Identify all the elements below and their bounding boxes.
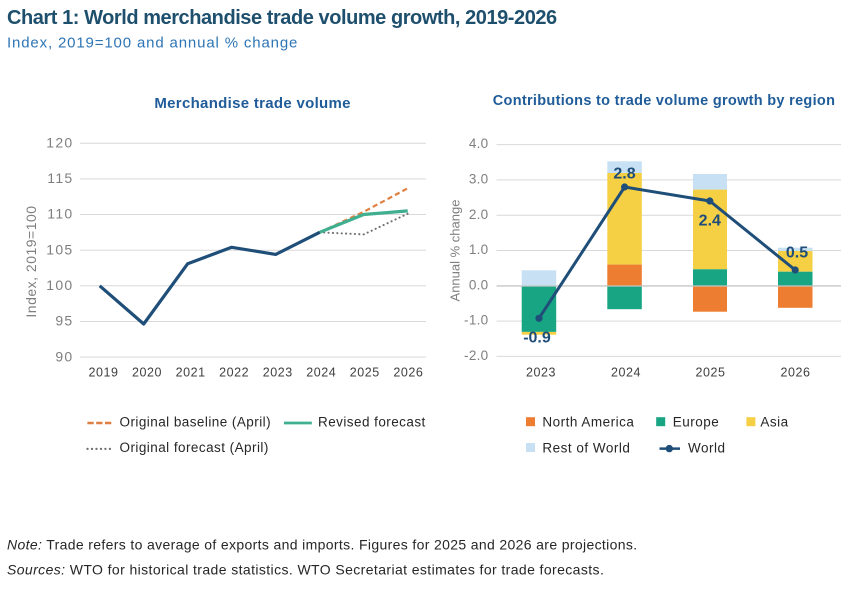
svg-text:100: 100 [46, 277, 73, 293]
svg-text:4.0: 4.0 [469, 136, 489, 151]
svg-text:2024: 2024 [611, 366, 641, 380]
svg-text:North America: North America [542, 414, 634, 429]
svg-text:2.8: 2.8 [613, 166, 635, 183]
svg-text:2021: 2021 [176, 366, 206, 380]
svg-text:0.0: 0.0 [469, 277, 489, 292]
svg-text:-2.0: -2.0 [464, 348, 488, 363]
svg-text:2025: 2025 [350, 366, 380, 380]
svg-text:90: 90 [55, 348, 73, 364]
svg-text:Sources: WTO for historical tr: Sources: WTO for historical trade statis… [7, 561, 604, 577]
svg-text:Chart 1: World merchandise tra: Chart 1: World merchandise trade volume … [7, 7, 557, 29]
svg-text:2026: 2026 [393, 366, 423, 380]
svg-text:World: World [688, 441, 726, 456]
svg-text:-1.0: -1.0 [464, 313, 488, 328]
svg-text:2019: 2019 [88, 366, 118, 380]
svg-text:Original forecast (April): Original forecast (April) [120, 440, 269, 455]
svg-text:Europe: Europe [673, 414, 720, 429]
svg-text:0.5: 0.5 [786, 245, 808, 262]
svg-text:105: 105 [46, 241, 73, 257]
svg-text:Merchandise trade volume: Merchandise trade volume [154, 95, 350, 112]
svg-text:Original baseline (April): Original baseline (April) [120, 414, 272, 429]
svg-text:110: 110 [47, 206, 73, 222]
svg-text:3.0: 3.0 [469, 172, 489, 187]
svg-text:-0.9: -0.9 [523, 330, 551, 347]
svg-text:2024: 2024 [306, 366, 336, 380]
svg-text:2.4: 2.4 [699, 212, 721, 229]
svg-text:2023: 2023 [263, 366, 293, 380]
svg-text:Revised forecast: Revised forecast [318, 414, 426, 429]
svg-text:2023: 2023 [526, 366, 556, 380]
svg-text:95: 95 [55, 313, 73, 329]
svg-text:2026: 2026 [780, 366, 810, 380]
svg-text:Index, 2019=100 and annual % c: Index, 2019=100 and annual % change [7, 35, 298, 52]
svg-text:2022: 2022 [219, 366, 249, 380]
svg-text:Rest of World: Rest of World [542, 441, 630, 456]
svg-text:2.0: 2.0 [469, 207, 489, 222]
svg-text:Contributions to trade volume: Contributions to trade volume growth by … [493, 93, 835, 109]
svg-text:Asia: Asia [760, 414, 788, 429]
svg-text:Note: Trade refers to average: Note: Trade refers to average of exports… [7, 537, 638, 553]
svg-text:Annual % change: Annual % change [448, 200, 463, 302]
svg-text:2020: 2020 [132, 366, 162, 380]
svg-text:Index, 2019=100: Index, 2019=100 [23, 205, 39, 317]
svg-text:1.0: 1.0 [469, 242, 489, 257]
svg-text:115: 115 [47, 170, 73, 186]
svg-text:120: 120 [46, 134, 73, 150]
svg-text:2025: 2025 [695, 366, 725, 380]
